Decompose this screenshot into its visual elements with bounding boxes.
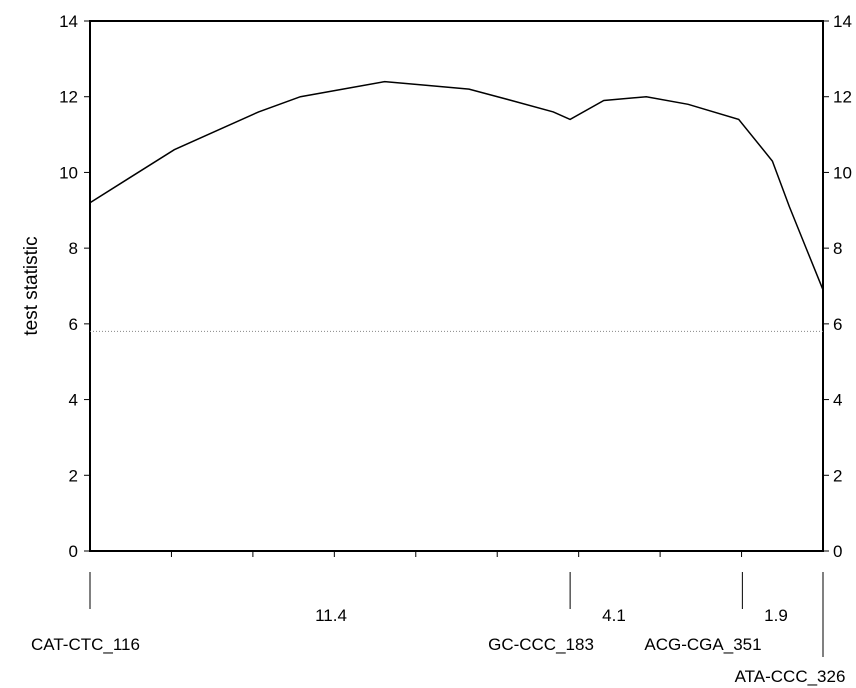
series-line xyxy=(89,80,824,291)
marker-band: CAT-CTC_116 GC-CCC_183 ACG-CGA_351 ATA-CCC_… xyxy=(31,572,845,686)
interval-label: 11.4 xyxy=(315,606,347,625)
y-tick-label-right: 8 xyxy=(833,239,842,258)
y-tick-label-left: 8 xyxy=(69,239,78,258)
y-tick-label-right: 14 xyxy=(833,12,852,31)
x-axis-ticks xyxy=(170,551,743,557)
right-y-axis: 0 2 4 6 8 10 12 14 xyxy=(823,12,852,561)
y-tick-label-right: 10 xyxy=(833,163,852,182)
marker-label: ATA-CCC_326 xyxy=(735,667,846,686)
y-tick-label-right: 6 xyxy=(833,315,842,334)
y-tick-label-right: 12 xyxy=(833,88,852,107)
y-tick-label-right: 2 xyxy=(833,466,842,485)
interval-label: 1.9 xyxy=(764,606,788,625)
y-tick-label-left: 0 xyxy=(69,542,78,561)
y-tick-label-right: 4 xyxy=(833,391,842,410)
y-tick-label-left: 10 xyxy=(59,163,78,182)
left-y-axis: 0 2 4 6 8 10 12 14 xyxy=(59,12,90,561)
interval-label: 4.1 xyxy=(602,606,626,625)
y-tick-label-left: 6 xyxy=(69,315,78,334)
y-axis-title: test statistic xyxy=(21,236,42,335)
y-tick-label-right: 0 xyxy=(833,542,842,561)
y-tick-label-left: 4 xyxy=(69,391,78,410)
y-tick-label-left: 12 xyxy=(59,88,78,107)
y-tick-label-left: 14 xyxy=(59,12,78,31)
plot-area xyxy=(89,20,824,552)
y-tick-label-left: 2 xyxy=(69,466,78,485)
marker-label: CAT-CTC_116 xyxy=(31,635,140,654)
marker-label: GC-CCC_183 xyxy=(488,635,594,654)
marker-label: ACG-CGA_351 xyxy=(644,635,761,654)
